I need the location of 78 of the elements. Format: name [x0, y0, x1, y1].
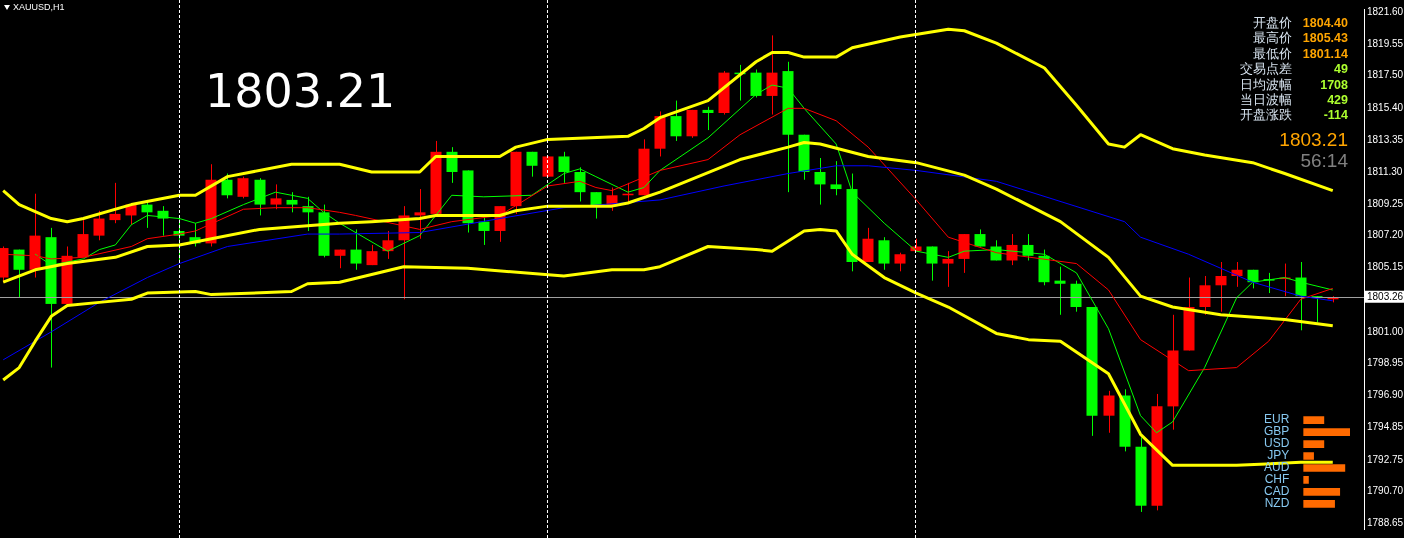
y-tick-label: 1807.20	[1367, 229, 1404, 241]
y-tick-label: EUR	[1264, 412, 1290, 427]
candlestick	[702, 106, 714, 131]
bar	[1303, 500, 1335, 508]
candlestick	[77, 219, 89, 258]
ref-line-label: 1803.26	[1367, 290, 1404, 302]
y-tick-label: CHF	[1264, 472, 1290, 487]
annotation: 1803.21	[1279, 129, 1348, 150]
y-tick-label: 1796.90	[1367, 389, 1404, 401]
annotation: 49	[1334, 62, 1348, 77]
y-tick-label: 1809.25	[1367, 197, 1404, 209]
annotation: 56:14	[1300, 150, 1348, 171]
candlestick	[574, 166, 586, 202]
y-tick-label: 1805.15	[1367, 261, 1404, 273]
y-tick-label: USD	[1264, 436, 1290, 451]
candlestick	[382, 230, 394, 260]
y-tick-label: JPY	[1267, 448, 1290, 463]
annotation: 429	[1327, 93, 1348, 107]
candlestick	[93, 210, 105, 241]
annotation: 1805.43	[1302, 31, 1348, 46]
y-tick-label: CAD	[1264, 484, 1290, 499]
y-tick-label: 1819.55	[1367, 37, 1404, 49]
bar	[1303, 416, 1325, 425]
bar	[1303, 476, 1309, 484]
annotation: 交易点差	[1240, 62, 1292, 77]
chart-title: XAUUSD,H1	[13, 2, 65, 12]
y-tick-label: 1788.65	[1367, 517, 1404, 529]
annotation: 最低价	[1253, 46, 1292, 61]
annotation: 1801.14	[1302, 46, 1348, 61]
candlestick	[221, 173, 233, 199]
candlestick	[878, 236, 890, 271]
candlestick	[1070, 280, 1082, 313]
annotation: 开盘价	[1253, 16, 1292, 30]
y-tick-label: 1821.60	[1367, 5, 1404, 17]
candlestick	[1215, 261, 1227, 313]
annotation: 最高价	[1253, 31, 1292, 46]
candlestick	[526, 151, 538, 178]
candlestick	[350, 228, 362, 271]
y-tick-label: 1794.85	[1367, 421, 1404, 433]
candlestick	[1103, 390, 1115, 434]
y-tick-label: NZD	[1264, 496, 1290, 511]
bar	[1303, 452, 1314, 460]
annotation: 1804.40	[1302, 16, 1348, 30]
bar	[1303, 488, 1341, 496]
bar	[1303, 464, 1346, 472]
candlestick	[926, 245, 938, 282]
y-tick-label: 1792.75	[1367, 453, 1404, 465]
candlestick	[814, 157, 826, 206]
y-tick-label: 1811.30	[1367, 165, 1403, 177]
y-tick-label: 1813.35	[1367, 133, 1404, 145]
candlestick	[1199, 275, 1211, 316]
candlestick	[670, 100, 682, 142]
candlestick	[270, 183, 282, 210]
bar	[1303, 428, 1350, 436]
candlestick	[542, 155, 554, 178]
annotation: 日均波幅	[1240, 77, 1292, 92]
candlestick	[830, 160, 842, 196]
y-tick-label: GBP	[1264, 424, 1290, 439]
y-tick-label: 1801.00	[1367, 325, 1404, 337]
bar	[1303, 440, 1325, 448]
candlestick	[414, 188, 426, 240]
y-tick-label: 1790.70	[1367, 485, 1404, 497]
candlestick	[237, 176, 249, 199]
candlestick	[558, 151, 570, 184]
annotation: 当日波幅	[1240, 93, 1292, 107]
y-tick-label: 1815.40	[1367, 102, 1404, 114]
candlestick	[109, 182, 121, 224]
candlestick	[894, 252, 906, 272]
candlestick	[942, 250, 954, 288]
y-tick-label: 1817.50	[1367, 69, 1404, 81]
annotation: -114	[1323, 108, 1348, 123]
candlestick	[286, 191, 298, 213]
annotation: 1708	[1320, 77, 1348, 92]
y-tick-label: 1798.95	[1367, 357, 1404, 369]
annotation: 1803.21	[205, 64, 396, 118]
annotation: 开盘涨跌	[1240, 108, 1292, 123]
candlestick	[862, 227, 874, 263]
candlestick	[1054, 266, 1066, 316]
